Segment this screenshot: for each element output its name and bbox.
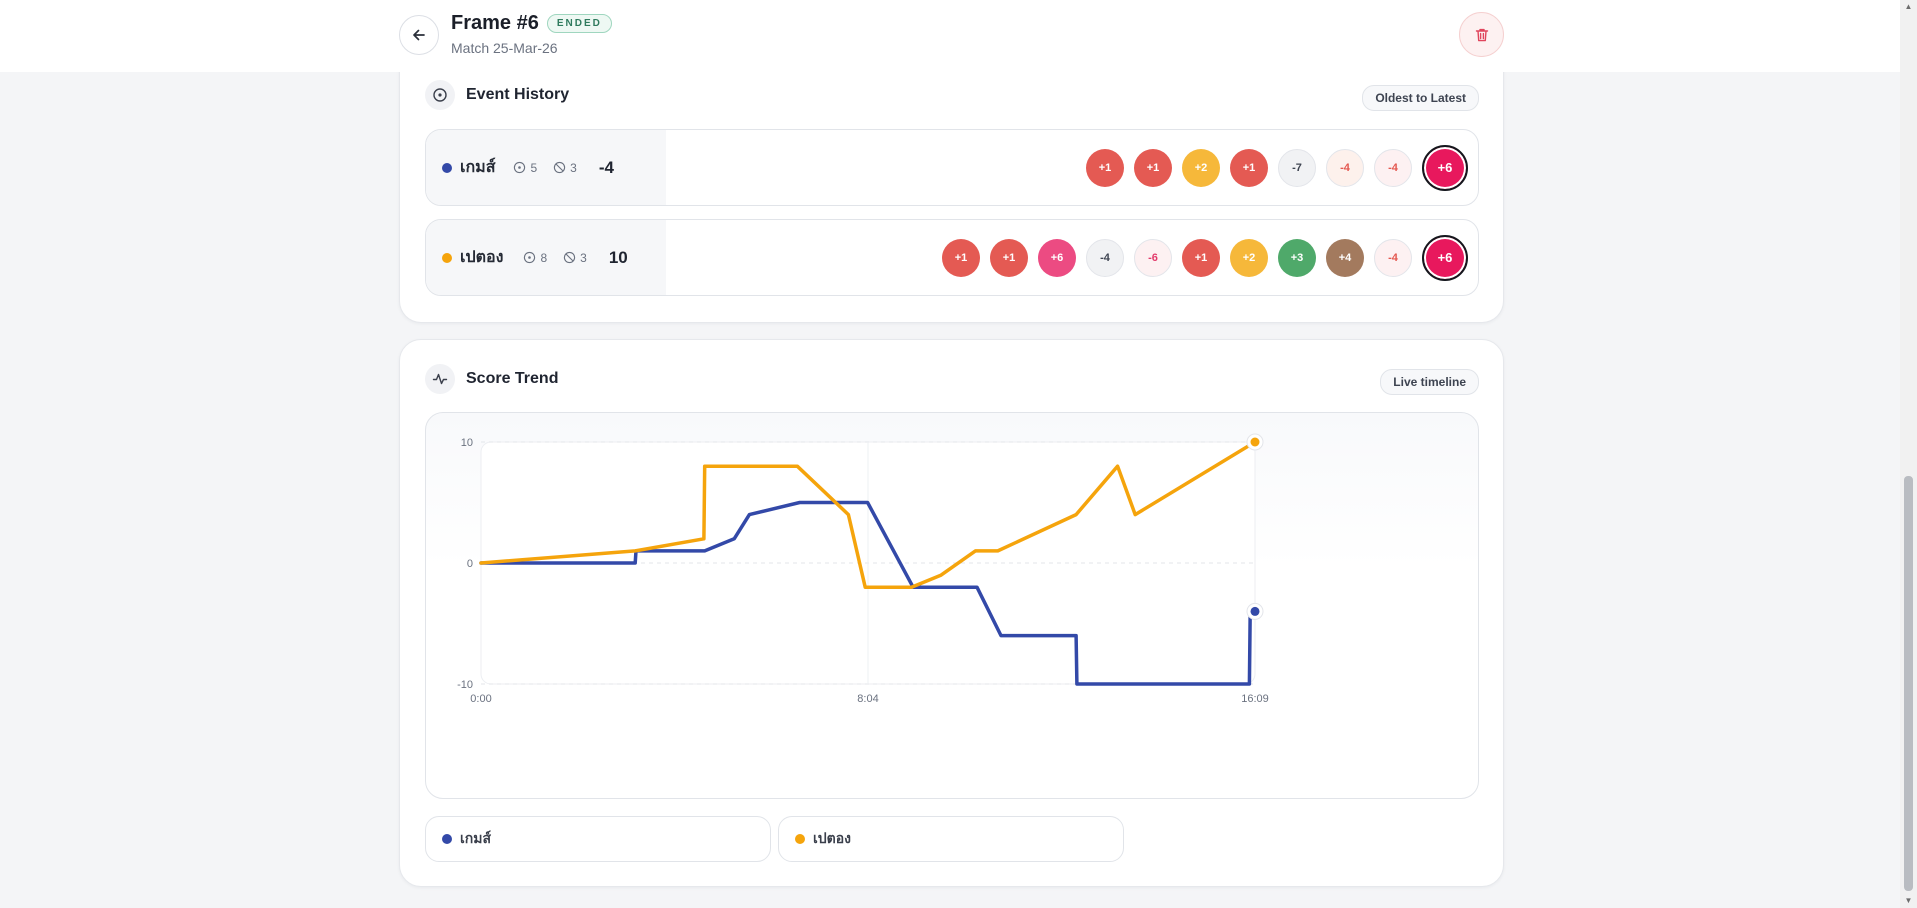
fouls-stat: 3 <box>563 251 587 265</box>
score-trend-header: Score Trend <box>425 364 558 394</box>
fouls-stat: 3 <box>553 161 577 175</box>
legend-color-dot <box>795 834 805 844</box>
series-line-2 <box>479 440 1257 589</box>
event-history-title: Event History <box>466 86 570 103</box>
vertical-scrollbar[interactable]: ▲ ▼ <box>1900 0 1917 908</box>
trash-icon <box>1475 28 1488 41</box>
score-trend-chart: 10 0 -10 0:00 8:04 16:09 <box>425 412 1479 799</box>
event-chip[interactable]: -4 <box>1086 238 1124 277</box>
event-chip[interactable]: -4 <box>1374 238 1412 277</box>
player-row-1: เกมส์ 5 3 -4 +1 +1 +2 +1 -7 -4 -4 +6 <box>425 129 1479 206</box>
page-title: Frame #6 <box>451 12 539 34</box>
y-tick-label: 10 <box>461 437 473 449</box>
series-line-1 <box>479 500 1257 686</box>
player-info: เปตอง 8 3 10 <box>426 220 666 295</box>
line-chart: 10 0 -10 0:00 8:04 16:09 <box>457 433 1269 705</box>
pots-stat: 5 <box>513 161 537 175</box>
ban-icon <box>563 251 576 264</box>
scroll-down-arrow[interactable]: ▼ <box>1904 896 1913 905</box>
event-chip[interactable]: +1 <box>990 238 1028 277</box>
series-endpoint-2 <box>1250 437 1260 447</box>
event-chip[interactable]: +1 <box>942 238 980 277</box>
player-color-dot <box>442 252 452 263</box>
event-chip[interactable]: +1 <box>1134 148 1172 187</box>
event-chip[interactable]: +1 <box>1230 148 1268 187</box>
event-chip[interactable]: -7 <box>1278 148 1316 187</box>
player-name: เปตอง <box>460 249 504 266</box>
legend-label: เกมส์ <box>460 830 492 846</box>
title-block: Frame #6 ENDED Match 25-Mar-26 <box>451 12 612 56</box>
event-chip[interactable]: -6 <box>1134 238 1172 277</box>
live-timeline-badge: Live timeline <box>1380 369 1479 395</box>
y-tick-label: -10 <box>457 679 473 691</box>
legend-label: เปตอง <box>813 830 852 846</box>
series-endpoint-1 <box>1250 606 1260 616</box>
player-row-2: เปตอง 8 3 10 +1 +1 +6 -4 -6 +1 +2 +3 +4 -4 +6 <box>425 219 1479 296</box>
pots-count: 8 <box>540 250 548 265</box>
target-icon <box>524 251 536 264</box>
ban-icon <box>553 161 566 174</box>
fouls-count: 3 <box>580 250 587 265</box>
pots-count: 5 <box>530 160 538 175</box>
score-trend-card: Score Trend Live timeline 10 0 -10 0:00 8:04… <box>399 339 1504 887</box>
event-chip[interactable]: +6 <box>1038 238 1076 277</box>
event-history-card: Event History Oldest to Latest เกมส์ 5 3… <box>399 40 1504 323</box>
score-trend-title: Score Trend <box>466 370 559 387</box>
delete-button[interactable] <box>1459 12 1504 57</box>
status-badge: ENDED <box>546 14 612 33</box>
event-chip[interactable]: +2 <box>1230 238 1268 277</box>
match-subtitle: Match 25-Mar-26 <box>451 40 558 56</box>
fouls-count: 3 <box>570 160 577 175</box>
player-score: 10 <box>608 247 628 267</box>
sort-order-button[interactable]: Oldest to Latest <box>1362 85 1479 111</box>
player-info: เกมส์ 5 3 -4 <box>426 130 666 205</box>
x-tick-label: 16:09 <box>1241 693 1269 705</box>
event-chip[interactable]: -4 <box>1374 148 1412 187</box>
event-chip[interactable]: +1 <box>1086 148 1124 187</box>
event-chip[interactable]: -4 <box>1326 148 1364 187</box>
x-tick-label: 8:04 <box>857 693 878 705</box>
event-chip[interactable]: +6 <box>1422 234 1468 281</box>
target-icon <box>514 161 526 174</box>
back-button[interactable] <box>399 15 439 55</box>
x-tick-label: 0:00 <box>470 693 491 705</box>
activity-icon <box>425 364 455 394</box>
event-chip[interactable]: +2 <box>1182 148 1220 187</box>
history-icon <box>425 80 455 110</box>
event-chip[interactable]: +4 <box>1326 238 1364 277</box>
scroll-thumb[interactable] <box>1904 476 1913 891</box>
legend-item-1[interactable]: เกมส์ <box>425 816 771 862</box>
player-score: -4 <box>598 157 614 177</box>
event-history-header: Event History <box>425 80 569 110</box>
pots-stat: 8 <box>523 251 547 265</box>
player-name: เกมส์ <box>460 159 496 176</box>
legend-color-dot <box>442 834 452 844</box>
event-chips: +1 +1 +6 -4 -6 +1 +2 +3 +4 -4 +6 <box>942 220 1468 295</box>
player-color-dot <box>442 162 452 173</box>
y-tick-label: 0 <box>467 558 473 570</box>
arrow-left-icon <box>413 29 425 41</box>
top-bar: Frame #6 ENDED Match 25-Mar-26 <box>0 0 1900 72</box>
event-chips: +1 +1 +2 +1 -7 -4 -4 +6 <box>1086 130 1468 205</box>
scroll-up-arrow[interactable]: ▲ <box>1904 2 1913 11</box>
event-chip[interactable]: +6 <box>1422 144 1468 191</box>
event-chip[interactable]: +3 <box>1278 238 1316 277</box>
event-chip[interactable]: +1 <box>1182 238 1220 277</box>
legend-item-2[interactable]: เปตอง <box>778 816 1124 862</box>
